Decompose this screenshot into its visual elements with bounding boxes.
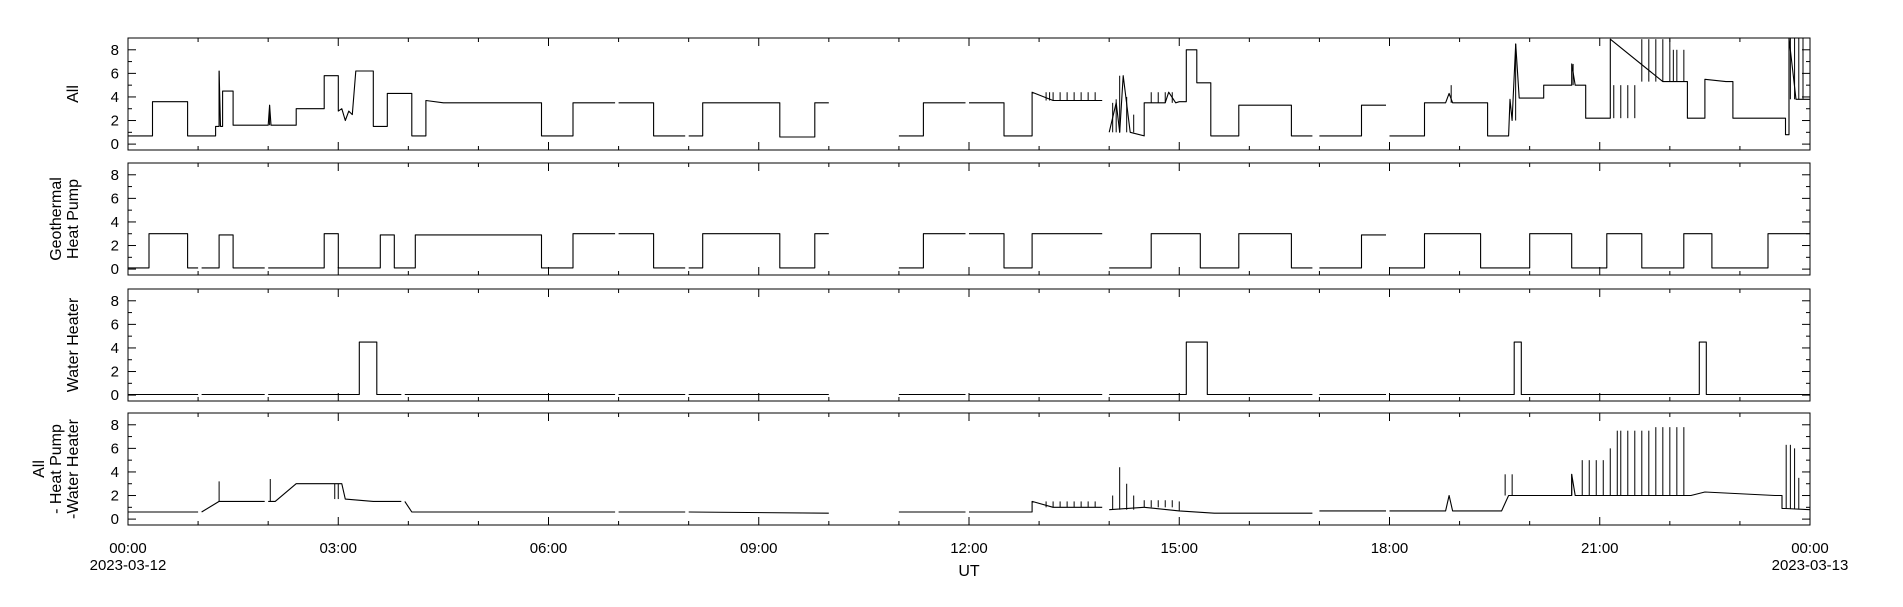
panel-1-series (128, 37, 1810, 138)
y-tick-label: 0 (111, 136, 119, 153)
y-tick-label: 2 (111, 364, 119, 381)
panel-frame-4 (127, 412, 1811, 526)
panel-4-ylabel: -Water Heater (65, 418, 82, 519)
panel-2-series (128, 233, 1810, 269)
x-tick-label: 06:00 (530, 540, 568, 557)
x-axis-title: UT (958, 563, 980, 580)
x-tick-label: 03:00 (319, 540, 357, 557)
y-tick-label: 4 (111, 89, 119, 106)
y-tick-label: 4 (111, 464, 119, 481)
y-tick-label: 8 (111, 42, 119, 59)
panel-frame-1 (127, 37, 1811, 151)
panel-4-series (128, 473, 1811, 514)
y-tick-label: 2 (111, 238, 119, 255)
panel-3-ylabel: Water Heater (65, 297, 82, 392)
y-tick-label: 0 (111, 387, 119, 404)
x-tick-label: 15:00 (1160, 540, 1198, 557)
y-tick-label: 6 (111, 65, 119, 82)
panel-1-ylabel: All (65, 85, 82, 103)
panel-2-ylabel: Geothermal (48, 177, 65, 261)
panel-4-ylabel: - Heat Pump (48, 424, 65, 514)
x-tick-label: 00:00 (109, 540, 147, 557)
panel-2-ylabel: Heat Pump (65, 179, 82, 259)
y-tick-label: 8 (111, 417, 119, 434)
x-tick-date: 2023-03-12 (90, 557, 167, 574)
x-tick-label: 12:00 (950, 540, 988, 557)
x-tick-label: 18:00 (1371, 540, 1409, 557)
y-tick-label: 8 (111, 167, 119, 184)
y-tick-label: 8 (111, 293, 119, 310)
y-tick-label: 2 (111, 488, 119, 505)
panel-4-ylabel: All (31, 460, 48, 478)
panel-3-series (128, 341, 1810, 396)
panel-frame-3 (127, 288, 1811, 402)
y-tick-label: 6 (111, 190, 119, 207)
y-tick-label: 4 (111, 340, 119, 357)
x-tick-label: 00:00 (1791, 540, 1829, 557)
y-tick-label: 4 (111, 214, 119, 231)
x-tick-label: 09:00 (740, 540, 778, 557)
x-tick-date: 2023-03-13 (1772, 557, 1849, 574)
y-tick-label: 6 (111, 316, 119, 333)
x-tick-label: 21:00 (1581, 540, 1619, 557)
y-tick-label: 0 (111, 511, 119, 528)
y-tick-label: 0 (111, 261, 119, 278)
y-tick-label: 2 (111, 113, 119, 130)
y-tick-label: 6 (111, 440, 119, 457)
